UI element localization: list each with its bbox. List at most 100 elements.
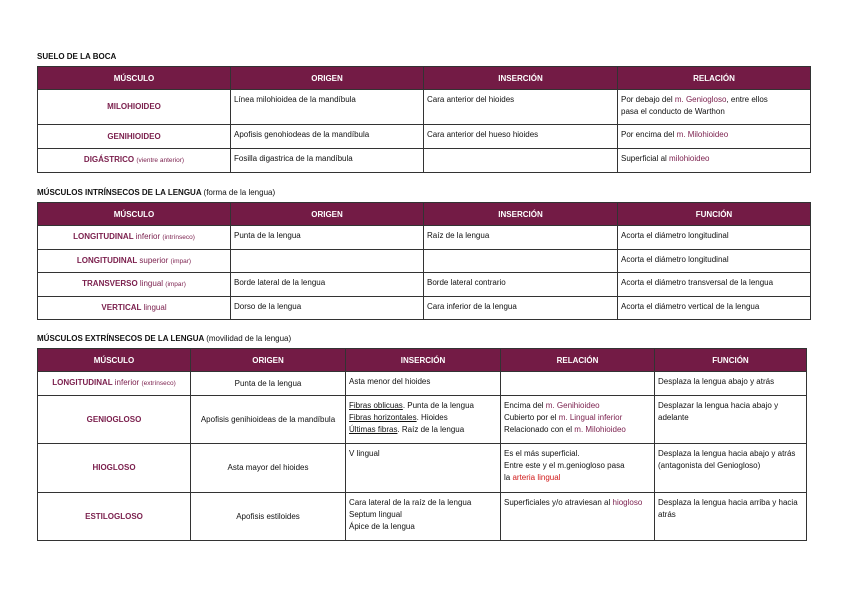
muscle-reference: m. Milohioideo bbox=[676, 130, 729, 139]
table-row: VERTICAL lingual Dorso de la lengua Cara i… bbox=[37, 296, 811, 320]
column-header: ORIGEN bbox=[230, 66, 424, 90]
cell-text: (vientre anterior) bbox=[136, 157, 185, 164]
table-cell: Apofisis genohiodeas de la mandíbula bbox=[230, 124, 424, 149]
cell-line: Borde lateral de la lengua bbox=[234, 277, 420, 289]
cell-text: Cara lateral de la raíz de la lengua bbox=[349, 498, 472, 507]
cell-line: Asta menor del hioides bbox=[349, 376, 497, 388]
cell-text: VERTICAL bbox=[101, 303, 144, 312]
table-cell: Por debajo del m. Geniogloso, entre ello… bbox=[617, 89, 811, 125]
table-cell: Encima del m. Genihioideo Cubierto por el… bbox=[500, 395, 655, 444]
cell-text: LONGITUDINAL bbox=[73, 232, 136, 241]
muscle-name-cell: GENIHIOIDEO bbox=[37, 124, 231, 149]
cell-line: Entre este y el m.geniogloso pasa bbox=[504, 460, 651, 472]
cell-text: inferior bbox=[114, 378, 142, 387]
cell-text: Cara anterior del hioides bbox=[427, 95, 515, 104]
cell-line: Asta mayor del hioides bbox=[194, 462, 342, 474]
cell-line: LONGITUDINAL inferior (extrínseco) bbox=[41, 377, 187, 390]
cell-line: Punta de la lengua bbox=[234, 230, 420, 242]
column-header: ORIGEN bbox=[190, 348, 346, 372]
muscle-reference: m. Milohioideo bbox=[574, 425, 626, 434]
cell-text: . Raíz de la lengua bbox=[397, 425, 465, 434]
section-title-text: SUELO DE LA BOCA bbox=[37, 52, 117, 61]
cell-text: Apofisis estiloides bbox=[236, 511, 300, 521]
cell-text: . Punta de la lengua bbox=[402, 401, 474, 410]
table-cell: Punta de la lengua bbox=[230, 225, 424, 250]
cell-text: Relacionado con el bbox=[504, 425, 575, 434]
table-header-row: MÚSCULO ORIGEN INSERCIÓN RELACIÓN FUNCIÓN bbox=[37, 348, 807, 372]
cell-line: MILOHIOIDEO bbox=[41, 101, 227, 113]
table-cell: Cara lateral de la raíz de la lengua Sept… bbox=[345, 492, 501, 541]
cell-text: (intrínseco) bbox=[162, 234, 195, 241]
muscle-reference: milohioideo bbox=[669, 154, 710, 163]
cell-text: Por debajo del bbox=[621, 95, 675, 104]
cell-text: Acorta el diámetro transversal de la len… bbox=[621, 278, 774, 287]
column-header: MÚSCULO bbox=[37, 202, 231, 226]
section-title-text: MÚSCULOS INTRÍNSECOS DE LA LENGUA bbox=[37, 188, 202, 197]
cell-line: pasa el conducto de Warthon bbox=[621, 106, 807, 118]
cell-line: Por encima del m. Milohioideo bbox=[621, 129, 807, 141]
table-cell: Acorta el diámetro longitudinal bbox=[617, 249, 811, 273]
cell-text: Septum lingual bbox=[349, 510, 402, 519]
muscle-name-cell: ESTILOGLOSO bbox=[37, 492, 191, 541]
column-header: ORIGEN bbox=[230, 202, 424, 226]
table-cell: Borde lateral de la lengua bbox=[230, 272, 424, 297]
column-header: RELACIÓN bbox=[617, 66, 811, 90]
cell-text: Fosilla digastrica de la mandíbula bbox=[234, 154, 353, 163]
cell-text: Cara anterior del hueso hioides bbox=[427, 130, 539, 139]
cell-text: TRANSVERSO bbox=[82, 279, 140, 288]
highlight-text: arteria lingual bbox=[512, 473, 561, 482]
cell-text: (impar) bbox=[170, 257, 192, 265]
muscle-table: MÚSCULO ORIGEN INSERCIÓN RELACIÓN MILOHIOIDE… bbox=[37, 66, 811, 173]
cell-line: Desplaza la lengua abajo y atrás bbox=[658, 376, 803, 388]
cell-text: superior bbox=[139, 255, 171, 265]
cell-text: pasa el conducto de Warthon bbox=[621, 107, 725, 116]
table-cell: Desplazar la lengua hacia abajo y adelan… bbox=[654, 395, 807, 444]
table-cell: Fibras oblicuas. Punta de la lengua Fibra… bbox=[345, 395, 501, 444]
cell-text: Punta de la lengua bbox=[234, 231, 301, 240]
cell-line: Superficial al milohioideo bbox=[621, 153, 807, 165]
cell-text: Superficiales y/o atraviesan al bbox=[504, 498, 613, 507]
cell-text: Borde lateral contrario bbox=[427, 278, 506, 287]
table-cell: Acorta el diámetro transversal de la len… bbox=[617, 272, 811, 297]
table-row: DIGÁSTRICO (vientre anterior) Fosilla dig… bbox=[37, 148, 811, 173]
cell-text: Desplaza la lengua hacia abajo y atrás (… bbox=[658, 449, 796, 470]
cell-text: Por encima del bbox=[621, 130, 677, 139]
table-cell: Dorso de la lengua bbox=[230, 296, 424, 320]
muscle-name-cell: DIGÁSTRICO (vientre anterior) bbox=[37, 148, 231, 173]
muscle-reference: m. Lingual inferior bbox=[558, 413, 623, 422]
cell-line: Punta de la lengua bbox=[194, 378, 342, 390]
cell-text: V lingual bbox=[349, 449, 380, 458]
table-cell bbox=[423, 148, 618, 173]
column-header: RELACIÓN bbox=[500, 348, 655, 372]
cell-line: Ápice de la lengua bbox=[349, 521, 497, 533]
cell-text: Dorso de la lengua bbox=[234, 302, 302, 311]
column-header: MÚSCULO bbox=[37, 66, 231, 90]
table-cell: Línea milohioidea de la mandíbula bbox=[230, 89, 424, 125]
table-cell: Apofisis genihioideas de la mandíbula bbox=[190, 395, 346, 444]
column-header: INSERCIÓN bbox=[423, 202, 618, 226]
cell-text: Apofisis genihioideas de la mandíbula bbox=[200, 414, 336, 424]
cell-line: V lingual bbox=[349, 448, 497, 460]
cell-line: la arteria lingual bbox=[504, 472, 651, 484]
cell-text: . Hioides bbox=[416, 413, 448, 422]
column-header: MÚSCULO bbox=[37, 348, 191, 372]
cell-line: Cara inferior de la lengua bbox=[427, 301, 614, 313]
cell-text: Acorta el diámetro longitudinal bbox=[621, 231, 729, 240]
cell-text: HIOGLOSO bbox=[92, 463, 136, 472]
cell-line: Desplaza la lengua hacia abajo y atrás (… bbox=[658, 448, 803, 472]
cell-text: LONGITUDINAL bbox=[76, 255, 140, 265]
table-cell: Desplaza la lengua hacia abajo y atrás (… bbox=[654, 443, 807, 493]
cell-line: Septum lingual bbox=[349, 509, 497, 521]
table-cell: Borde lateral contrario bbox=[423, 272, 618, 297]
muscle-name-cell: TRANSVERSO lingual (impar) bbox=[37, 272, 231, 297]
cell-line: Es el más superficial. bbox=[504, 448, 651, 460]
muscle-name-cell: LONGITUDINAL inferior (extrínseco) bbox=[37, 371, 191, 396]
table-row: LONGITUDINAL inferior (extrínseco) Punta … bbox=[37, 371, 807, 396]
cell-line: TRANSVERSO lingual (impar) bbox=[41, 278, 227, 291]
cell-line: GENIHIOIDEO bbox=[41, 131, 227, 143]
table-cell: Superficial al milohioideo bbox=[617, 148, 811, 173]
table-cell: Acorta el diámetro longitudinal bbox=[617, 225, 811, 250]
cell-line: HIOGLOSO bbox=[41, 462, 187, 474]
cell-text: inferior bbox=[135, 232, 163, 241]
table-cell bbox=[230, 249, 424, 273]
